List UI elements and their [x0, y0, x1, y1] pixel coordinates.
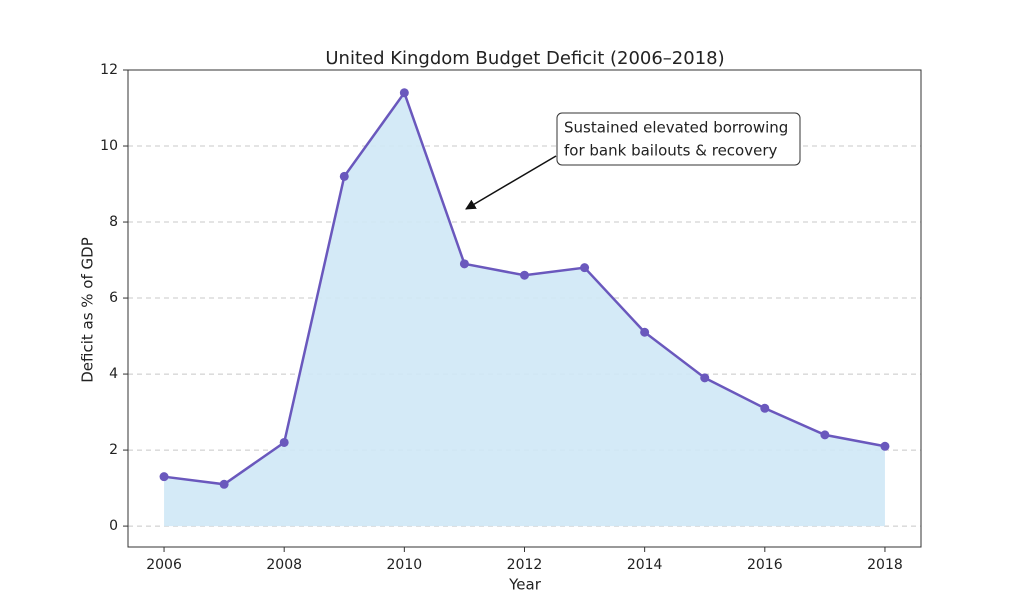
point — [339, 171, 349, 181]
point — [760, 403, 770, 413]
point — [159, 472, 169, 482]
y-tick-label: 8 — [109, 214, 118, 230]
annotation-text: for bank bailouts & recovery — [564, 142, 777, 160]
point — [399, 88, 409, 98]
area — [164, 92, 885, 527]
y-tick-label: 2 — [109, 442, 118, 458]
point — [459, 259, 469, 269]
x-tick-label: 2014 — [627, 557, 663, 573]
annotation-text: Sustained elevated borrowing — [564, 119, 788, 137]
point — [700, 373, 710, 383]
point — [219, 479, 229, 489]
point — [279, 437, 289, 447]
point — [580, 263, 590, 273]
y-tick-label: 6 — [109, 290, 118, 306]
x-tick-label: 2010 — [387, 557, 423, 573]
y-tick-label: 12 — [100, 62, 118, 78]
annotation-box — [556, 112, 801, 166]
plot-frame — [127, 69, 922, 548]
x-tick-label: 2006 — [146, 557, 182, 573]
x-tick-label: 2008 — [266, 557, 302, 573]
point — [640, 327, 650, 337]
x-axis-label: Year — [508, 576, 542, 594]
annotation-arrow — [465, 155, 557, 210]
point — [880, 441, 890, 451]
x-tick-label: 2018 — [867, 557, 903, 573]
y-tick-label: 0 — [109, 518, 118, 534]
y-tick-label: 4 — [109, 366, 118, 382]
point — [820, 430, 830, 440]
x-tick-label: 2012 — [507, 557, 543, 573]
point — [520, 270, 529, 280]
chart-title: United Kingdom Budget Deficit (2006–2018… — [325, 48, 724, 69]
y-axis-label: Deficit as % of GDP — [79, 237, 97, 383]
x-tick-label: 2016 — [747, 557, 783, 573]
y-tick-label: 10 — [100, 138, 118, 154]
